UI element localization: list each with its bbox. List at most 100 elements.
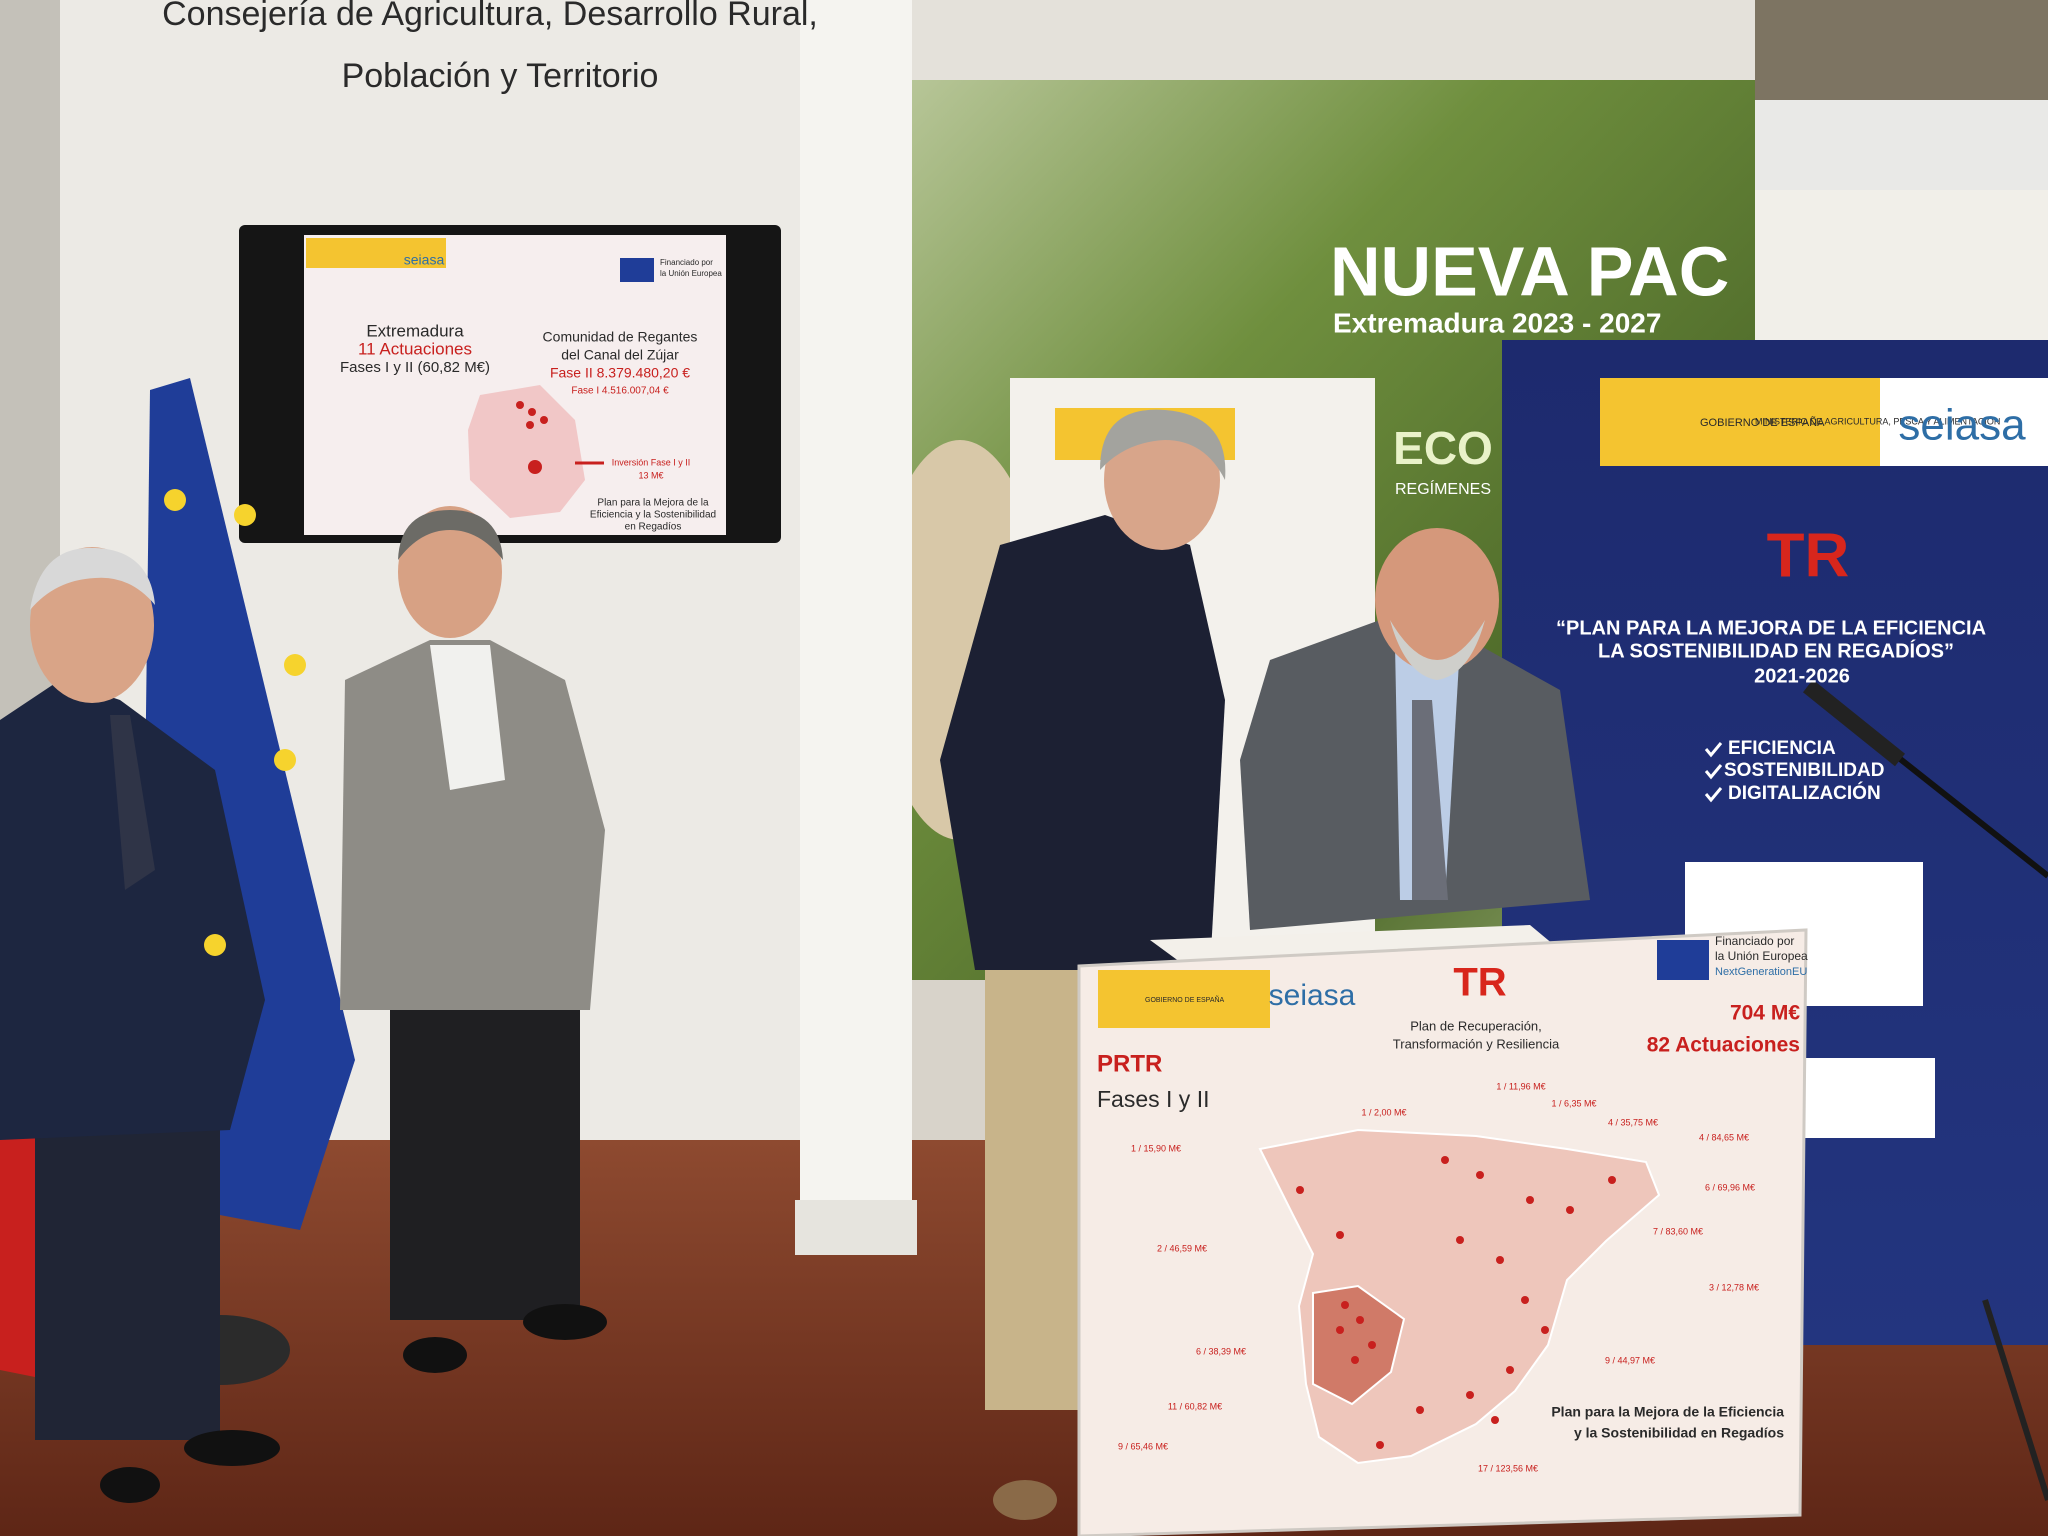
map-dot — [1608, 1176, 1616, 1184]
label-blue-banner-plan-line1: “PLAN PARA LA MEJORA DE LA EFICIENCIA — [1556, 617, 1986, 639]
board-eu-flag — [1657, 940, 1709, 980]
label-board-map-labels-6: 6 / 69,96 M€ — [1705, 1182, 1755, 1192]
tv-map-dot — [540, 416, 548, 424]
label-board-map-labels-10: 6 / 38,39 M€ — [1196, 1346, 1246, 1356]
person2-shoe — [403, 1337, 467, 1373]
map-dot — [1376, 1441, 1384, 1449]
check-icon — [1704, 742, 1723, 758]
label-tv-screen-plan-line2: Eficiencia y la Sostenibilidad — [590, 510, 716, 521]
label-board-plan-line1: Plan para la Mejora de la Eficiencia — [1551, 1404, 1784, 1420]
person2-jacket — [340, 640, 605, 1010]
label-blue-banner-government: GOBIERNO DE ESPAÑA — [1700, 416, 1825, 429]
map-dot — [1526, 1196, 1534, 1204]
person2-shoe2 — [523, 1304, 607, 1340]
person1-legs — [35, 1080, 220, 1440]
map-dot — [1491, 1416, 1499, 1424]
label-tv-screen-eu-funding-line2: la Unión Europea — [660, 269, 722, 278]
person3-shoe — [993, 1480, 1057, 1520]
label-tv-screen-plan-line1: Plan para la Mejora de la — [597, 498, 709, 509]
label-wall-sign-line2: Población y Territorio — [342, 57, 659, 95]
floor-stand — [1982, 1299, 2048, 1501]
label-board-actions: 82 Actuaciones — [1647, 1034, 1800, 1057]
label-board-total: 704 M€ — [1730, 1002, 1800, 1025]
person2-legs — [390, 990, 580, 1320]
board-gov-strip — [1098, 970, 1270, 1028]
check-icon — [1704, 787, 1723, 803]
label-pac-banner-subtitle: Extremadura 2023 - 2027 — [1333, 307, 1661, 338]
person2-head — [398, 506, 502, 638]
person4-tie — [1412, 700, 1448, 900]
label-board-map-labels-11: 9 / 44,97 M€ — [1605, 1355, 1655, 1365]
person3-jacket — [940, 515, 1225, 970]
tv-map-dot — [528, 460, 542, 474]
label-board-program: PRTR — [1097, 1050, 1162, 1077]
flag-star — [164, 489, 186, 511]
person2-shirt — [430, 645, 505, 790]
label-tv-screen-phases: Fases I y II (60,82 M€) — [340, 359, 490, 376]
label-tv-screen-investment-label: Inversión Fase I y II — [612, 457, 691, 467]
label-board-eu-line2: la Unión Europea — [1715, 949, 1808, 963]
person1-jacket — [0, 680, 265, 1140]
label-board-map-labels-3: 4 / 35,75 M€ — [1608, 1117, 1658, 1127]
map-dot — [1566, 1206, 1574, 1214]
map-dot — [1336, 1326, 1344, 1334]
tv-map-dot — [516, 401, 524, 409]
tv-logo-strip — [306, 238, 446, 268]
label-blue-banner-years: 2021-2026 — [1754, 665, 1850, 687]
board-tr-logo: TR — [1453, 961, 1506, 1005]
map-dot — [1351, 1356, 1359, 1364]
person3-hair — [1100, 409, 1226, 480]
label-board-recovery-line2: Transformación y Resiliencia — [1393, 1036, 1560, 1051]
person1-hair — [30, 547, 155, 610]
person4-head — [1375, 528, 1499, 672]
label-tv-screen-actions: 11 Actuaciones — [358, 339, 472, 358]
tv-map — [468, 385, 585, 518]
flag-star — [204, 934, 226, 956]
label-board-logo: seiasa — [1269, 979, 1356, 1012]
map-dot — [1416, 1406, 1424, 1414]
label-tv-screen-plan-line3: en Regadíos — [625, 522, 682, 533]
map-dot — [1341, 1301, 1349, 1309]
label-board-map-labels-12: 11 / 60,82 M€ — [1168, 1401, 1222, 1411]
label-blue-banner-goals-1: SOSTENIBILIDAD — [1724, 760, 1884, 781]
tv-eu-flag — [620, 258, 654, 282]
label-board-plan-line2: y la Sostenibilidad en Regadíos — [1574, 1425, 1784, 1441]
label-pac-banner-regimes: REGÍMENES — [1395, 479, 1491, 498]
label-board-map-labels-1: 1 / 6,35 M€ — [1551, 1098, 1596, 1108]
person1-shoe2 — [184, 1430, 280, 1466]
label-tv-screen-logo: seiasa — [404, 252, 445, 268]
extremadura-map — [1312, 1284, 1406, 1406]
map-dot — [1496, 1256, 1504, 1264]
map-dot — [1466, 1391, 1474, 1399]
label-board-map-labels-14: 17 / 123,56 M€ — [1478, 1463, 1538, 1473]
map-dot — [1356, 1316, 1364, 1324]
label-board-map-labels-0: 1 / 11,96 M€ — [1496, 1081, 1545, 1091]
person1-shoe — [100, 1467, 160, 1503]
tv-map-dot — [528, 408, 536, 416]
map-dot — [1336, 1231, 1344, 1239]
map-dot — [1506, 1366, 1514, 1374]
flag-star — [234, 504, 256, 526]
label-board-map-labels-2: 1 / 2,00 M€ — [1361, 1107, 1406, 1117]
tr-logo: TR — [1767, 521, 1850, 590]
label-board-recovery-line1: Plan de Recuperación, — [1410, 1018, 1542, 1033]
pillar-base — [795, 1200, 917, 1255]
back-panel — [1750, 190, 2048, 340]
label-tv-screen-eu-funding-line1: Financiado por — [660, 258, 713, 267]
label-blue-banner-goals-2: DIGITALIZACIÓN — [1728, 782, 1881, 804]
label-board-map-labels-4: 4 / 84,65 M€ — [1699, 1132, 1749, 1142]
label-blue-banner-logo: seiasa — [1898, 401, 2026, 450]
label-board-map-labels-5: 1 / 15,90 M€ — [1131, 1143, 1181, 1153]
label-board-phases: Fases I y II — [1097, 1086, 1209, 1112]
person3-trousers — [985, 960, 1085, 1410]
flag-star — [284, 654, 306, 676]
pillar — [800, 0, 912, 1230]
check-icon — [1704, 764, 1723, 780]
flag-star — [274, 749, 296, 771]
map-dot — [1521, 1296, 1529, 1304]
blue-banner-eu-box — [1790, 1058, 1935, 1138]
microphone — [1802, 679, 1906, 767]
map-dot — [1441, 1156, 1449, 1164]
